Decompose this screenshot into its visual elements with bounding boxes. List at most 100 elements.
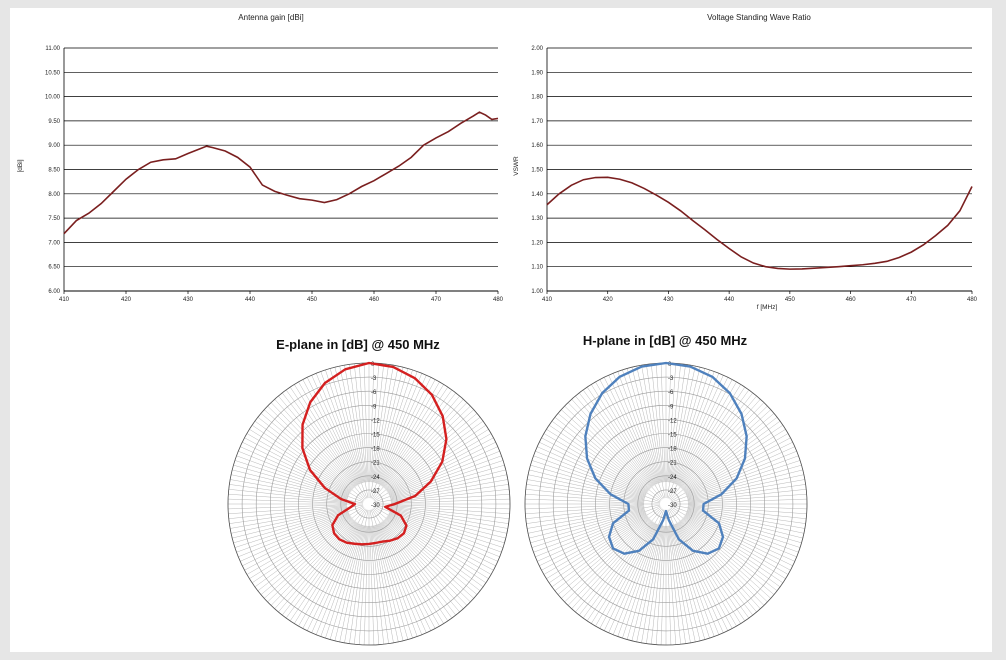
h-plane-rtick-label: -21 (668, 461, 677, 467)
e-plane-spoke (285, 521, 357, 619)
e-plane-spoke (257, 517, 352, 591)
h-plane-spoke (604, 523, 657, 631)
antenna-gain-ylabel: [dBi] (17, 159, 24, 172)
h-plane-spoke (680, 520, 761, 609)
h-plane-spoke (554, 417, 649, 491)
e-plane-spoke (375, 524, 413, 639)
h-plane-spoke (636, 525, 662, 642)
h-plane-spoke (687, 506, 806, 524)
e-plane-rtick-label: -3 (371, 376, 377, 382)
e-plane-rtick-label: -9 (371, 404, 377, 410)
e-plane-spoke (390, 493, 510, 503)
h-plane-spoke (684, 429, 786, 493)
vswr-ytick-label: 1.90 (531, 70, 543, 76)
e-plane-spoke (228, 498, 348, 504)
h-plane-spoke (646, 364, 664, 483)
h-plane-spoke (678, 387, 745, 486)
vswr-xtick-label: 450 (785, 297, 796, 303)
e-plane-spoke (371, 525, 384, 645)
e-plane-spoke (377, 375, 427, 484)
h-plane-ring (538, 376, 794, 632)
h-plane-spoke (608, 375, 658, 484)
e-plane-spoke (238, 512, 349, 557)
e-plane-spoke (233, 509, 348, 544)
h-plane-rtick-label: 0 (668, 362, 672, 368)
e-plane-spoke (325, 369, 363, 484)
e-plane-spoke (370, 371, 418, 499)
e-plane-spoke (231, 474, 348, 500)
vswr-xticks: 410 420 430 440 450 460 470 480 (542, 291, 978, 303)
h-plane-spoke (587, 387, 654, 486)
e-plane-spoke (371, 381, 440, 499)
h-plane-spoke (687, 509, 802, 544)
h-plane-spoke (667, 509, 715, 637)
e-plane-spoke (358, 525, 368, 645)
e-plane-spoke (390, 489, 510, 502)
e-plane-rtick-label: -18 (371, 447, 380, 453)
e-plane-spoke (298, 509, 367, 627)
h-plane-grid (524, 362, 808, 646)
h-plane-spoke (561, 409, 650, 490)
vswr-xlabel: f [MHz] (757, 304, 778, 311)
h-plane-spoke (564, 405, 651, 489)
e-plane-spoke (229, 506, 348, 524)
h-plane-spoke (551, 420, 649, 492)
h-plane-spoke (525, 505, 645, 515)
antenna-gain-ytick-label: 10.50 (45, 70, 61, 76)
h-plane-rtick-label: -3 (668, 376, 674, 382)
h-plane-spoke (670, 507, 775, 595)
e-plane-spoke (373, 525, 399, 642)
e-plane-grid (227, 362, 511, 646)
h-plane-spoke (655, 363, 665, 483)
antenna-gain-ytick-label: 11.00 (45, 46, 60, 52)
h-plane-spoke (676, 523, 733, 629)
h-plane-spoke (677, 384, 741, 486)
h-plane-spoke (626, 368, 661, 483)
antenna-gain-ytick-label: 6.00 (48, 289, 60, 295)
e-plane-spoke (246, 506, 364, 575)
e-plane-spoke (387, 425, 486, 492)
antenna-gain-ytick-label: 10.00 (45, 95, 61, 101)
e-plane-spoke (382, 392, 456, 487)
e-plane-spoke (232, 469, 348, 499)
h-plane-spoke (685, 513, 793, 566)
e-plane-spoke (311, 375, 361, 484)
antenna-gain-yticks: 6.00 6.50 7.00 7.50 8.00 8.50 9.00 9.50 10.00 10.… (45, 46, 61, 295)
h-plane-spoke (676, 379, 733, 485)
h-plane-spoke (571, 399, 652, 488)
h-plane-title: H-plane in [dB] @ 450 MHz (583, 333, 748, 348)
vswr-ytick-label: 1.10 (531, 265, 543, 271)
h-plane-spoke (543, 433, 661, 502)
e-plane-spoke (386, 516, 484, 588)
e-plane-spoke (242, 513, 350, 566)
h-plane-spoke (595, 381, 664, 499)
e-plane-spoke (254, 516, 352, 588)
h-plane-spoke (681, 519, 765, 606)
h-plane-spoke (684, 425, 783, 492)
e-plane-spoke (390, 464, 505, 499)
e-plane-ring (298, 433, 440, 575)
e-plane-spoke (320, 371, 368, 499)
e-plane-ring (269, 404, 468, 603)
vswr-yticks: 1.00 1.10 1.20 1.30 1.40 1.50 1.60 1.70 1.80 1.90… (531, 46, 543, 295)
e-plane-spoke (390, 506, 509, 524)
e-plane-spoke (386, 417, 481, 491)
vswr-xtick-label: 470 (906, 297, 917, 303)
h-plane-rtick-label: -12 (668, 418, 677, 424)
e-plane-spoke (229, 484, 348, 502)
e-plane-spoke (274, 520, 355, 609)
e-plane-spoke (374, 506, 492, 575)
h-plane-spoke (686, 512, 795, 562)
e-plane-spoke (244, 437, 350, 494)
h-plane-spoke (660, 363, 666, 483)
h-plane-spoke (525, 504, 645, 510)
e-plane-spoke (363, 525, 369, 645)
e-plane-spoke (390, 509, 506, 539)
h-plane-spoke (557, 413, 662, 501)
h-plane-spoke (666, 525, 672, 645)
e-plane-spoke (386, 420, 484, 492)
h-plane-spoke (670, 366, 696, 483)
e-plane-spoke (249, 429, 351, 493)
h-plane-spoke (674, 373, 719, 484)
e-plane-spoke (270, 402, 354, 489)
